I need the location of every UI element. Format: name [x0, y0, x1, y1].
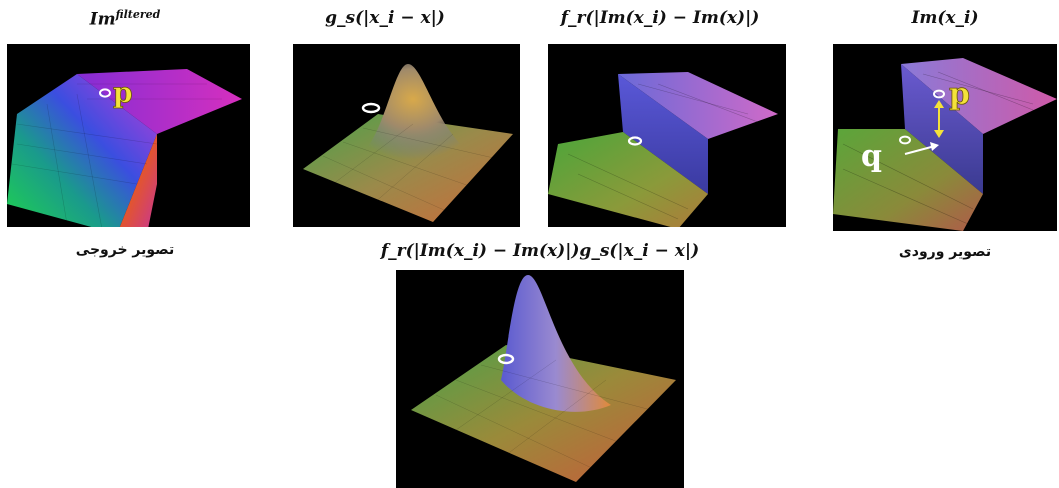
q-arrow [904, 145, 936, 155]
center-marker-ring [627, 136, 643, 146]
gaussian-surface-plot [303, 64, 513, 222]
q-marker-ring [899, 135, 911, 145]
q-marker-input: q [861, 139, 882, 174]
input-caption: تصویر ورودی [898, 244, 992, 260]
combined-kernel-title: f_r(|Im(x_i) − Im(x)|)g_s(|x_i − x|) [380, 241, 700, 261]
spatial-kernel-title: g_s(|x_i − x|) [325, 8, 445, 28]
output-image-title: Imfiltered [40, 8, 210, 30]
output-image-title-sup: filtered [115, 8, 161, 21]
combined-surface-plot [411, 275, 676, 482]
p-marker-output: p [113, 76, 133, 109]
range-kernel-panel [548, 44, 786, 227]
output-image-title-base: Im [89, 9, 116, 30]
p-marker-input: p [949, 77, 970, 112]
center-marker-ring [497, 353, 515, 365]
spatial-kernel-panel [293, 44, 520, 227]
range-kernel-title: f_r(|Im(x_i) − Im(x)|) [560, 8, 760, 28]
center-marker-ring [361, 102, 381, 114]
p-marker-ring [933, 89, 945, 99]
output-surface-plot: p [7, 69, 242, 227]
combined-kernel-panel [396, 270, 684, 488]
output-image-panel: p [7, 44, 250, 227]
range-surface-plot [548, 72, 778, 227]
input-image-title: Im(x_i) [911, 8, 979, 28]
arrow-down-head [934, 130, 944, 138]
p-marker-ring [99, 88, 111, 98]
input-image-panel: p q [833, 44, 1057, 231]
input-surface-plot: p q [833, 58, 1057, 231]
arrow-up-head [934, 100, 944, 108]
output-caption: تصویر خروجی [75, 242, 175, 258]
q-arrow-head [930, 142, 939, 151]
